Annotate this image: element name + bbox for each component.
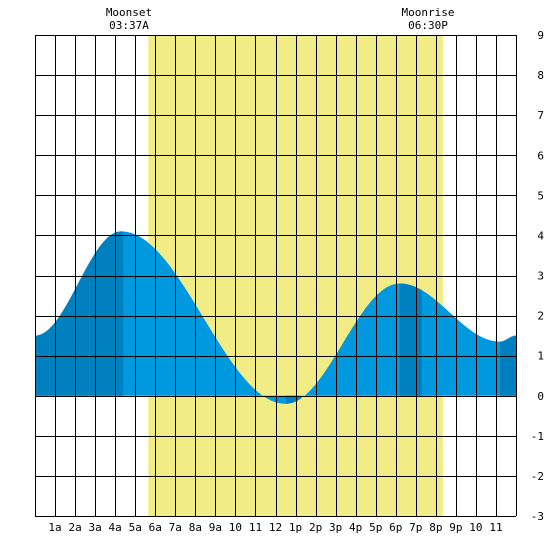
moonset-annotation: Moonset 03:37A	[89, 6, 169, 32]
y-tick-label: -2	[531, 470, 544, 483]
x-tick-label: 3p	[329, 521, 342, 534]
moonset-time: 03:37A	[109, 19, 149, 32]
x-tick-label: 6p	[389, 521, 402, 534]
y-tick-label: -3	[531, 510, 544, 523]
y-tick-label: 8	[537, 69, 544, 82]
x-tick-label: 4a	[109, 521, 122, 534]
y-tick-label: 4	[537, 229, 544, 242]
y-tick-label: 1	[537, 350, 544, 363]
x-tick-label: 5a	[129, 521, 142, 534]
tide-dark-segment-4	[499, 335, 516, 396]
y-tick-label: 3	[537, 270, 544, 283]
y-tick-label: 2	[537, 310, 544, 323]
x-tick-label: 2a	[68, 521, 81, 534]
x-tick-label: 10	[469, 521, 482, 534]
x-tick-label: 7p	[409, 521, 422, 534]
x-tick-label: 2p	[309, 521, 322, 534]
x-tick-label: 1a	[48, 521, 61, 534]
x-tick-label: 9p	[449, 521, 462, 534]
x-tick-label: 7a	[169, 521, 182, 534]
x-tick-label: 1p	[289, 521, 302, 534]
y-tick-label: 7	[537, 109, 544, 122]
moonrise-annotation: Moonrise 06:30P	[388, 6, 468, 32]
moonrise-label: Moonrise	[401, 6, 455, 19]
x-tick-label: 12	[269, 521, 282, 534]
y-axis-ticks: -3 -2 -1 0 1 2 3 4 5 6 7 8 9	[531, 29, 545, 523]
grid-layer	[35, 35, 517, 517]
daylight-band	[148, 35, 443, 516]
x-tick-label: 8a	[189, 521, 202, 534]
x-tick-label: 9a	[209, 521, 222, 534]
tide-dark-segment-3	[399, 283, 422, 396]
tide-dark-segment-1	[35, 231, 124, 396]
x-tick-label: 10	[229, 521, 242, 534]
x-tick-label: 3a	[89, 521, 102, 534]
daylight-layer	[148, 35, 443, 516]
moonrise-time: 06:30P	[408, 19, 448, 32]
y-tick-label: -1	[531, 430, 544, 443]
x-tick-label: 5p	[369, 521, 382, 534]
y-tick-label: 9	[537, 29, 544, 42]
x-tick-label: 4p	[349, 521, 362, 534]
y-tick-label: 0	[537, 390, 544, 403]
x-tick-label: 6a	[149, 521, 162, 534]
y-tick-label: 5	[537, 189, 544, 202]
y-tick-label: 6	[537, 149, 544, 162]
x-tick-label: 11	[489, 521, 502, 534]
moonset-label: Moonset	[105, 6, 153, 19]
x-axis-ticks: 1a 2a 3a 4a 5a 6a 7a 8a 9a 10 11 12 1p 2p 3p 4p 5p 6p 7p 8p…	[48, 521, 502, 534]
x-tick-label: 8p	[429, 521, 442, 534]
x-tick-label: 11	[249, 521, 262, 534]
